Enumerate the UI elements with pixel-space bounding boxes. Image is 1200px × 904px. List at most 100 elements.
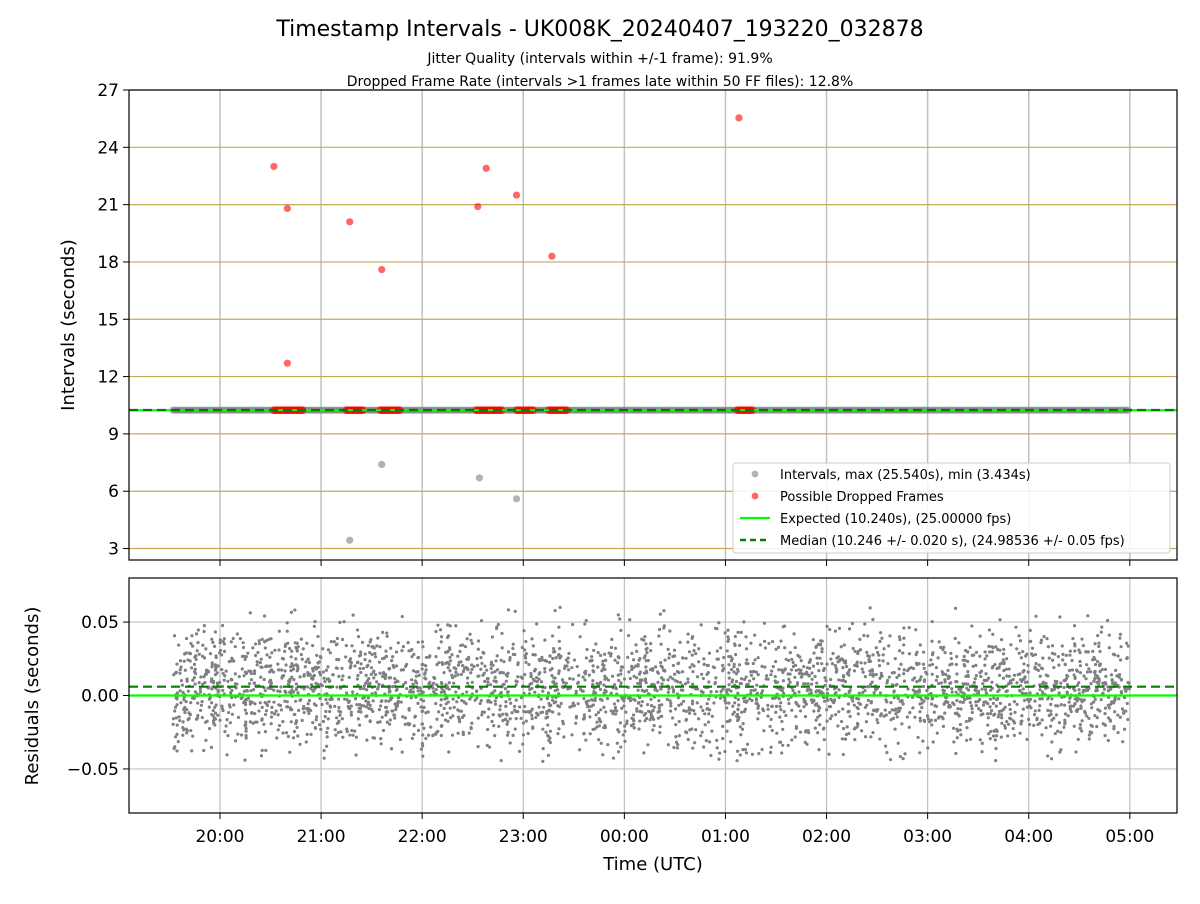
residual-point bbox=[840, 678, 844, 683]
residual-point bbox=[722, 667, 726, 671]
residual-point bbox=[186, 718, 190, 722]
residual-point bbox=[662, 609, 666, 613]
residual-point bbox=[988, 697, 992, 701]
residual-point bbox=[841, 674, 846, 678]
residual-point bbox=[883, 708, 887, 712]
residual-point bbox=[213, 668, 218, 672]
residual-point bbox=[993, 662, 997, 667]
residual-point bbox=[1093, 714, 1097, 718]
residual-point bbox=[707, 680, 711, 684]
residual-point bbox=[634, 643, 638, 647]
residual-point bbox=[249, 671, 253, 676]
residual-point bbox=[887, 675, 891, 679]
residual-point bbox=[240, 667, 244, 671]
residual-point bbox=[456, 715, 461, 719]
residual-point bbox=[867, 659, 871, 664]
residual-point bbox=[908, 711, 912, 715]
residual-point bbox=[244, 723, 248, 727]
residual-point bbox=[930, 672, 934, 676]
residual-point bbox=[639, 704, 643, 708]
residual-point bbox=[324, 709, 328, 714]
residual-point bbox=[829, 657, 833, 661]
residual-point bbox=[707, 697, 711, 701]
residual-point bbox=[942, 645, 946, 649]
residual-point bbox=[1078, 671, 1083, 675]
residual-point bbox=[264, 709, 269, 713]
residual-point bbox=[980, 741, 984, 745]
residual-point bbox=[379, 742, 383, 746]
residual-point bbox=[601, 753, 605, 757]
residual-point bbox=[1032, 723, 1036, 727]
residual-point bbox=[1121, 740, 1125, 744]
residual-point bbox=[1025, 697, 1030, 701]
residual-point bbox=[793, 735, 797, 739]
residual-point bbox=[723, 749, 727, 754]
residual-point bbox=[568, 705, 572, 709]
residual-point bbox=[566, 668, 571, 672]
residual-point bbox=[421, 645, 425, 649]
residual-point bbox=[839, 645, 843, 649]
residual-point bbox=[273, 648, 277, 652]
residual-point bbox=[285, 629, 289, 633]
residual-point bbox=[883, 744, 888, 748]
residual-point bbox=[1118, 658, 1123, 662]
residual-point bbox=[852, 727, 857, 731]
residual-point bbox=[803, 682, 807, 686]
residual-point bbox=[504, 673, 508, 677]
residual-point bbox=[1002, 668, 1006, 673]
residual-point bbox=[701, 676, 705, 681]
residual-point bbox=[794, 668, 798, 673]
residual-point bbox=[943, 651, 947, 655]
residual-point bbox=[939, 681, 943, 685]
residual-point bbox=[974, 700, 978, 704]
residual-point bbox=[190, 666, 194, 670]
residual-point bbox=[393, 680, 397, 685]
residual-point bbox=[342, 620, 346, 624]
residual-point bbox=[380, 715, 384, 719]
residual-point bbox=[358, 653, 363, 657]
residual-point bbox=[905, 715, 910, 719]
residual-point bbox=[865, 685, 870, 689]
residual-point bbox=[296, 666, 300, 671]
residual-point bbox=[461, 730, 465, 734]
residual-point bbox=[705, 663, 709, 668]
residual-point bbox=[541, 689, 545, 693]
residual-point bbox=[871, 617, 875, 622]
residual-point bbox=[931, 651, 935, 655]
residual-point bbox=[406, 641, 410, 645]
residual-point bbox=[175, 691, 180, 695]
residual-point bbox=[649, 649, 653, 653]
residual-point bbox=[423, 672, 427, 676]
residual-point bbox=[364, 681, 368, 685]
residual-point bbox=[492, 724, 496, 728]
residual-point bbox=[312, 624, 316, 628]
residual-point bbox=[811, 664, 816, 668]
residual-point bbox=[764, 677, 768, 681]
residual-point bbox=[674, 723, 678, 727]
residual-point bbox=[666, 690, 670, 694]
residual-point bbox=[818, 643, 823, 647]
residual-point bbox=[997, 712, 1001, 716]
residual-point bbox=[1017, 634, 1021, 638]
residual-point bbox=[531, 726, 535, 730]
dropped-frame-point bbox=[283, 359, 291, 367]
residual-point bbox=[953, 606, 958, 611]
residual-point bbox=[335, 636, 339, 641]
residual-point bbox=[444, 702, 448, 706]
residual-point bbox=[522, 648, 527, 652]
residual-point bbox=[264, 665, 268, 669]
residual-point bbox=[307, 711, 311, 716]
residual-point bbox=[814, 690, 818, 694]
residual-point bbox=[985, 654, 989, 658]
residual-point bbox=[487, 698, 491, 703]
residual-point bbox=[751, 661, 755, 666]
residual-point bbox=[791, 664, 796, 669]
residual-point bbox=[383, 705, 388, 709]
residual-point bbox=[660, 682, 664, 686]
residual-point bbox=[860, 729, 864, 733]
residual-point bbox=[1021, 707, 1025, 711]
residual-point bbox=[786, 697, 791, 701]
residual-point bbox=[385, 634, 389, 638]
residual-point bbox=[220, 704, 224, 708]
residual-point bbox=[276, 662, 280, 666]
